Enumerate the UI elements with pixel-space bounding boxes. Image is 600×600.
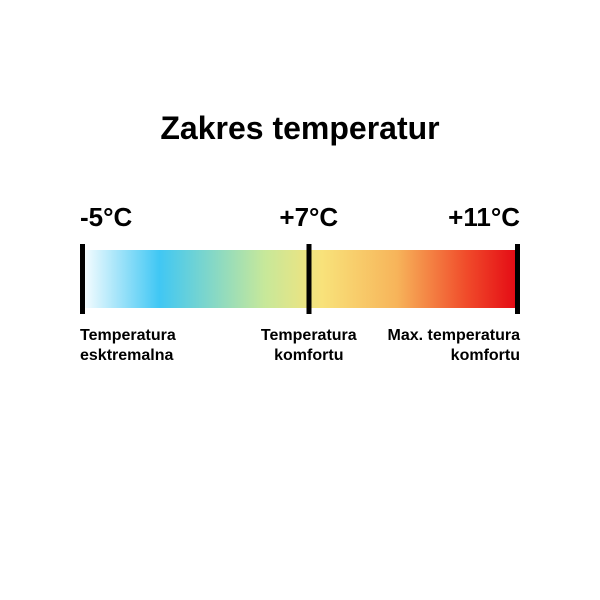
gradient-bar-track [80,250,520,308]
temperature-labels-row: -5°C +7°C +11°C [80,202,520,238]
gradient-bar [80,250,520,308]
temperature-value: +7°C [279,202,338,233]
tick-mark [306,244,311,314]
description-label: Temperaturaesktremalna [80,326,176,366]
description-label: Max. temperaturakomfortu [388,326,521,366]
temperature-value: -5°C [80,202,132,233]
temperature-range-chart: Zakres temperatur -5°C +7°C +11°C Temperat… [80,110,520,376]
description-label: Temperaturakomfortu [261,326,357,366]
tick-mark [515,244,520,314]
temperature-value: +11°C [448,202,520,233]
tick-mark [80,244,85,314]
chart-title: Zakres temperatur [80,110,520,147]
scale-wrapper: -5°C+7°C+11°C TemperaturaesktremalnaTemp… [80,202,520,376]
description-labels-row: Temperaturaesktremalna Temperaturakomfort… [80,326,520,376]
